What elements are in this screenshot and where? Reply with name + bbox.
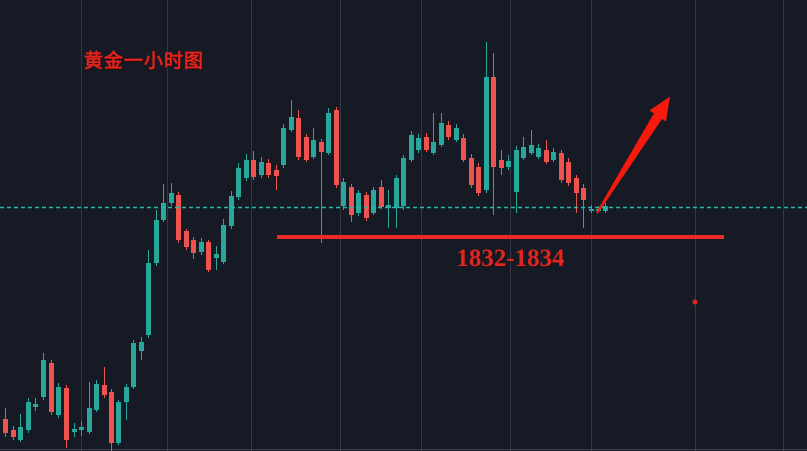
- candle-body: [154, 220, 159, 263]
- candle-body: [139, 342, 144, 351]
- candle-body: [41, 360, 46, 397]
- candle-body: [56, 387, 61, 415]
- candle-body: [491, 77, 496, 167]
- candle-body: [281, 128, 286, 165]
- candle-body: [364, 195, 369, 218]
- candle-body: [356, 193, 361, 213]
- candle-body: [311, 140, 316, 157]
- candle-body: [371, 190, 376, 213]
- candle-body: [544, 150, 549, 162]
- candle-body: [161, 203, 166, 220]
- candle-body: [521, 147, 526, 158]
- trend-arrow-head: [649, 96, 670, 122]
- candle-body: [439, 123, 444, 145]
- candle-body: [244, 160, 249, 178]
- candle-body: [581, 188, 586, 200]
- candle-body: [454, 128, 459, 140]
- candle-body: [26, 402, 31, 430]
- candle-body: [206, 242, 211, 270]
- candle-body: [506, 161, 511, 167]
- candle-body: [146, 263, 151, 335]
- candle-body: [124, 387, 129, 402]
- candle-body: [191, 240, 196, 253]
- candle-body: [184, 231, 189, 247]
- candle-body: [536, 148, 541, 157]
- candle-body: [251, 160, 256, 177]
- candle-body: [49, 363, 54, 412]
- candle-body: [221, 225, 226, 262]
- chart-title: 黄金一小时图: [84, 51, 205, 72]
- candle-body: [349, 187, 354, 215]
- support-zone-label: 1832-1834: [456, 245, 565, 272]
- candle-body: [476, 167, 481, 193]
- candle-body: [319, 142, 324, 152]
- candle-body: [33, 404, 38, 407]
- candle-body: [529, 145, 534, 153]
- trend-arrow-shaft: [596, 113, 663, 214]
- candle-body: [341, 182, 346, 206]
- candle-body: [334, 110, 339, 185]
- candle-body: [72, 429, 77, 432]
- candle-body: [424, 137, 429, 150]
- candle-body: [484, 77, 489, 190]
- red-dot-mark: [692, 299, 698, 305]
- candle-body: [386, 205, 391, 208]
- candle-body: [109, 392, 114, 443]
- candle-body: [499, 160, 504, 168]
- candle-body: [176, 195, 181, 240]
- candle-body: [116, 402, 121, 443]
- candle-body: [589, 209, 594, 211]
- candle-body: [431, 142, 436, 153]
- candle-body: [18, 427, 23, 440]
- candle-body: [401, 158, 406, 206]
- candle-body: [64, 388, 69, 440]
- candle-body: [94, 384, 99, 410]
- candle-body: [379, 187, 384, 207]
- candle-body: [446, 125, 451, 137]
- candle-body: [304, 137, 309, 160]
- candle-body: [274, 170, 279, 176]
- candle-body: [469, 158, 474, 185]
- candle-body: [131, 343, 136, 387]
- candle-body: [87, 408, 92, 432]
- candle-body: [551, 152, 556, 160]
- candle-body: [266, 163, 271, 175]
- candle-body: [102, 385, 107, 395]
- candle-body: [229, 196, 234, 226]
- candle-body: [3, 419, 8, 433]
- candle-body: [603, 206, 608, 211]
- candle-body: [199, 242, 204, 252]
- candle-body: [326, 113, 331, 153]
- candle-body: [11, 430, 16, 437]
- candle-body: [409, 135, 414, 160]
- candle-body: [461, 138, 466, 160]
- candle-body: [566, 162, 571, 183]
- candle-body: [514, 150, 519, 192]
- candle-body: [79, 427, 84, 430]
- candle-body: [214, 254, 219, 258]
- candle-body: [394, 178, 399, 208]
- candle-body: [169, 193, 174, 203]
- candle-body: [236, 168, 241, 197]
- candle-body: [574, 178, 579, 193]
- candle-body: [559, 153, 564, 180]
- candle-body: [416, 138, 421, 150]
- candle-body: [259, 162, 264, 175]
- candle-body: [296, 118, 301, 157]
- candle-body: [289, 117, 294, 130]
